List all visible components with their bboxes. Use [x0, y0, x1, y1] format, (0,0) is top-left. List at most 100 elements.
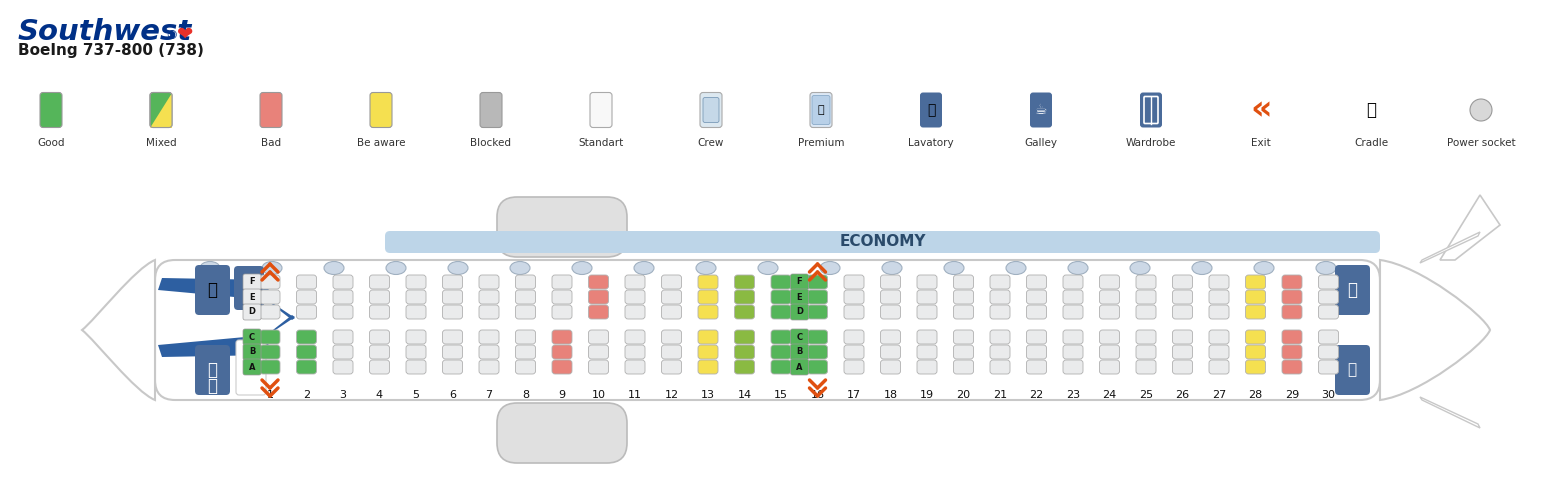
FancyBboxPatch shape [552, 360, 573, 374]
Ellipse shape [573, 262, 591, 274]
FancyBboxPatch shape [920, 92, 941, 128]
FancyBboxPatch shape [916, 275, 937, 289]
FancyBboxPatch shape [790, 289, 809, 305]
FancyBboxPatch shape [1209, 330, 1229, 344]
FancyBboxPatch shape [954, 330, 974, 344]
FancyBboxPatch shape [243, 304, 261, 320]
FancyBboxPatch shape [406, 330, 426, 344]
FancyBboxPatch shape [954, 360, 974, 374]
FancyBboxPatch shape [515, 290, 535, 304]
FancyBboxPatch shape [1136, 290, 1156, 304]
Text: 4: 4 [377, 390, 383, 400]
FancyBboxPatch shape [370, 92, 392, 128]
Text: 20: 20 [957, 390, 971, 400]
Text: 1: 1 [266, 390, 274, 400]
FancyBboxPatch shape [260, 275, 280, 289]
FancyBboxPatch shape [1027, 290, 1047, 304]
FancyBboxPatch shape [552, 290, 573, 304]
Text: Lavatory: Lavatory [909, 138, 954, 147]
FancyBboxPatch shape [1282, 360, 1302, 374]
FancyBboxPatch shape [479, 275, 499, 289]
FancyBboxPatch shape [1063, 305, 1083, 319]
FancyBboxPatch shape [916, 305, 937, 319]
FancyBboxPatch shape [479, 360, 499, 374]
Text: F: F [249, 278, 255, 286]
Text: ®: ® [165, 29, 177, 42]
FancyBboxPatch shape [661, 345, 682, 359]
FancyBboxPatch shape [1136, 345, 1156, 359]
FancyBboxPatch shape [772, 290, 790, 304]
FancyBboxPatch shape [843, 290, 864, 304]
Ellipse shape [510, 262, 531, 274]
Text: 🚹: 🚹 [207, 361, 216, 379]
FancyBboxPatch shape [881, 360, 901, 374]
FancyBboxPatch shape [515, 360, 535, 374]
Ellipse shape [261, 262, 282, 274]
FancyBboxPatch shape [406, 345, 426, 359]
FancyBboxPatch shape [369, 360, 389, 374]
Text: 18: 18 [884, 390, 898, 400]
Text: 26: 26 [1175, 390, 1190, 400]
FancyBboxPatch shape [369, 345, 389, 359]
PathPatch shape [1380, 260, 1491, 400]
Text: 17: 17 [846, 390, 860, 400]
FancyBboxPatch shape [1209, 275, 1229, 289]
FancyBboxPatch shape [990, 360, 1010, 374]
FancyBboxPatch shape [479, 305, 499, 319]
Ellipse shape [1067, 262, 1088, 274]
FancyBboxPatch shape [552, 345, 573, 359]
Text: 28: 28 [1248, 390, 1262, 400]
Text: 24: 24 [1102, 390, 1117, 400]
PathPatch shape [1439, 195, 1500, 260]
FancyBboxPatch shape [1245, 275, 1265, 289]
FancyBboxPatch shape [369, 330, 389, 344]
Ellipse shape [386, 262, 406, 274]
FancyBboxPatch shape [243, 344, 261, 360]
Text: 13: 13 [702, 390, 716, 400]
Text: ❤: ❤ [177, 24, 193, 44]
FancyBboxPatch shape [260, 290, 280, 304]
FancyBboxPatch shape [406, 275, 426, 289]
FancyBboxPatch shape [916, 360, 937, 374]
Ellipse shape [1254, 262, 1274, 274]
FancyBboxPatch shape [233, 266, 265, 310]
FancyBboxPatch shape [954, 305, 974, 319]
Text: BoeIng 737-800 (738): BoeIng 737-800 (738) [19, 44, 204, 59]
FancyBboxPatch shape [772, 330, 790, 344]
FancyBboxPatch shape [990, 275, 1010, 289]
FancyBboxPatch shape [297, 330, 316, 344]
Polygon shape [149, 92, 173, 128]
FancyBboxPatch shape [1100, 360, 1119, 374]
Text: 🧳: 🧳 [244, 280, 254, 295]
Ellipse shape [448, 262, 468, 274]
FancyBboxPatch shape [954, 290, 974, 304]
FancyBboxPatch shape [333, 360, 353, 374]
Text: Wardrobe: Wardrobe [1127, 138, 1176, 147]
FancyBboxPatch shape [1282, 290, 1302, 304]
Ellipse shape [1192, 262, 1212, 274]
Text: Exit: Exit [1251, 138, 1271, 147]
FancyBboxPatch shape [260, 360, 280, 374]
FancyBboxPatch shape [812, 96, 829, 124]
FancyBboxPatch shape [479, 92, 503, 128]
FancyBboxPatch shape [811, 92, 832, 128]
FancyBboxPatch shape [1209, 345, 1229, 359]
FancyBboxPatch shape [515, 275, 535, 289]
FancyBboxPatch shape [661, 275, 682, 289]
Text: 30: 30 [1321, 390, 1335, 400]
FancyBboxPatch shape [990, 330, 1010, 344]
FancyBboxPatch shape [790, 329, 809, 345]
FancyBboxPatch shape [369, 290, 389, 304]
FancyBboxPatch shape [496, 197, 627, 257]
FancyBboxPatch shape [1173, 275, 1192, 289]
Ellipse shape [324, 262, 344, 274]
FancyBboxPatch shape [1100, 305, 1119, 319]
Text: 9: 9 [559, 390, 565, 400]
FancyBboxPatch shape [734, 330, 755, 344]
FancyBboxPatch shape [1063, 290, 1083, 304]
FancyBboxPatch shape [626, 330, 646, 344]
Ellipse shape [882, 262, 902, 274]
FancyBboxPatch shape [333, 345, 353, 359]
Text: 27: 27 [1212, 390, 1226, 400]
FancyBboxPatch shape [588, 305, 608, 319]
